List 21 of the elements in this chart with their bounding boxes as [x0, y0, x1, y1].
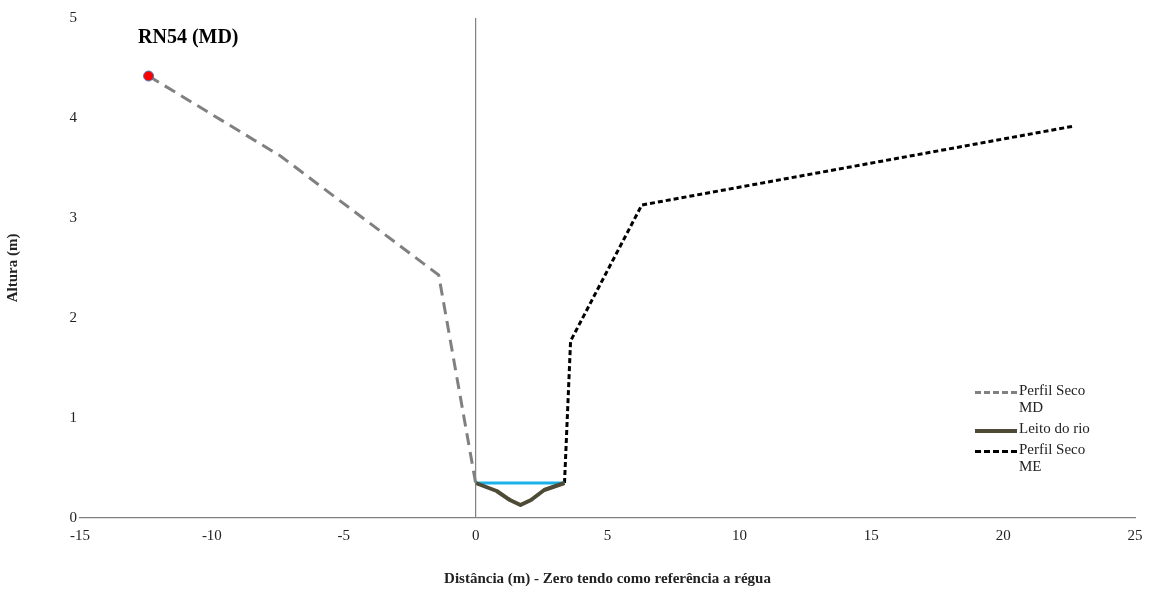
y-tick-label: 0 — [69, 508, 77, 525]
x-tick-label: 5 — [603, 526, 612, 543]
x-tick-label: 25 — [1127, 526, 1143, 543]
y-tick-label: 3 — [69, 208, 77, 225]
legend-label: Perfil Seco ME — [1019, 441, 1087, 475]
y-axis-title: Altura (m) — [3, 233, 21, 303]
legend-label: Leito do rio — [1019, 420, 1091, 437]
x-tick-label: 15 — [863, 526, 879, 543]
y-tick-label: 1 — [69, 408, 77, 425]
legend-label: Perfil Seco MD — [1019, 382, 1087, 416]
y-tick-label: 5 — [69, 8, 77, 25]
y-tick-label: 2 — [69, 308, 77, 325]
x-tick-label: -5 — [337, 526, 350, 543]
chart-title: RN54 (MD) — [138, 25, 239, 49]
x-tick-label: 0 — [471, 526, 480, 543]
x-tick-label: -10 — [201, 526, 222, 543]
x-axis-title: Distância (m) - Zero tendo como referência a régua — [444, 569, 772, 587]
x-tick-label: -15 — [70, 526, 90, 543]
x-tick-label: 10 — [731, 526, 747, 543]
x-tick-label: 20 — [995, 526, 1011, 543]
y-tick-label: 4 — [69, 108, 78, 125]
